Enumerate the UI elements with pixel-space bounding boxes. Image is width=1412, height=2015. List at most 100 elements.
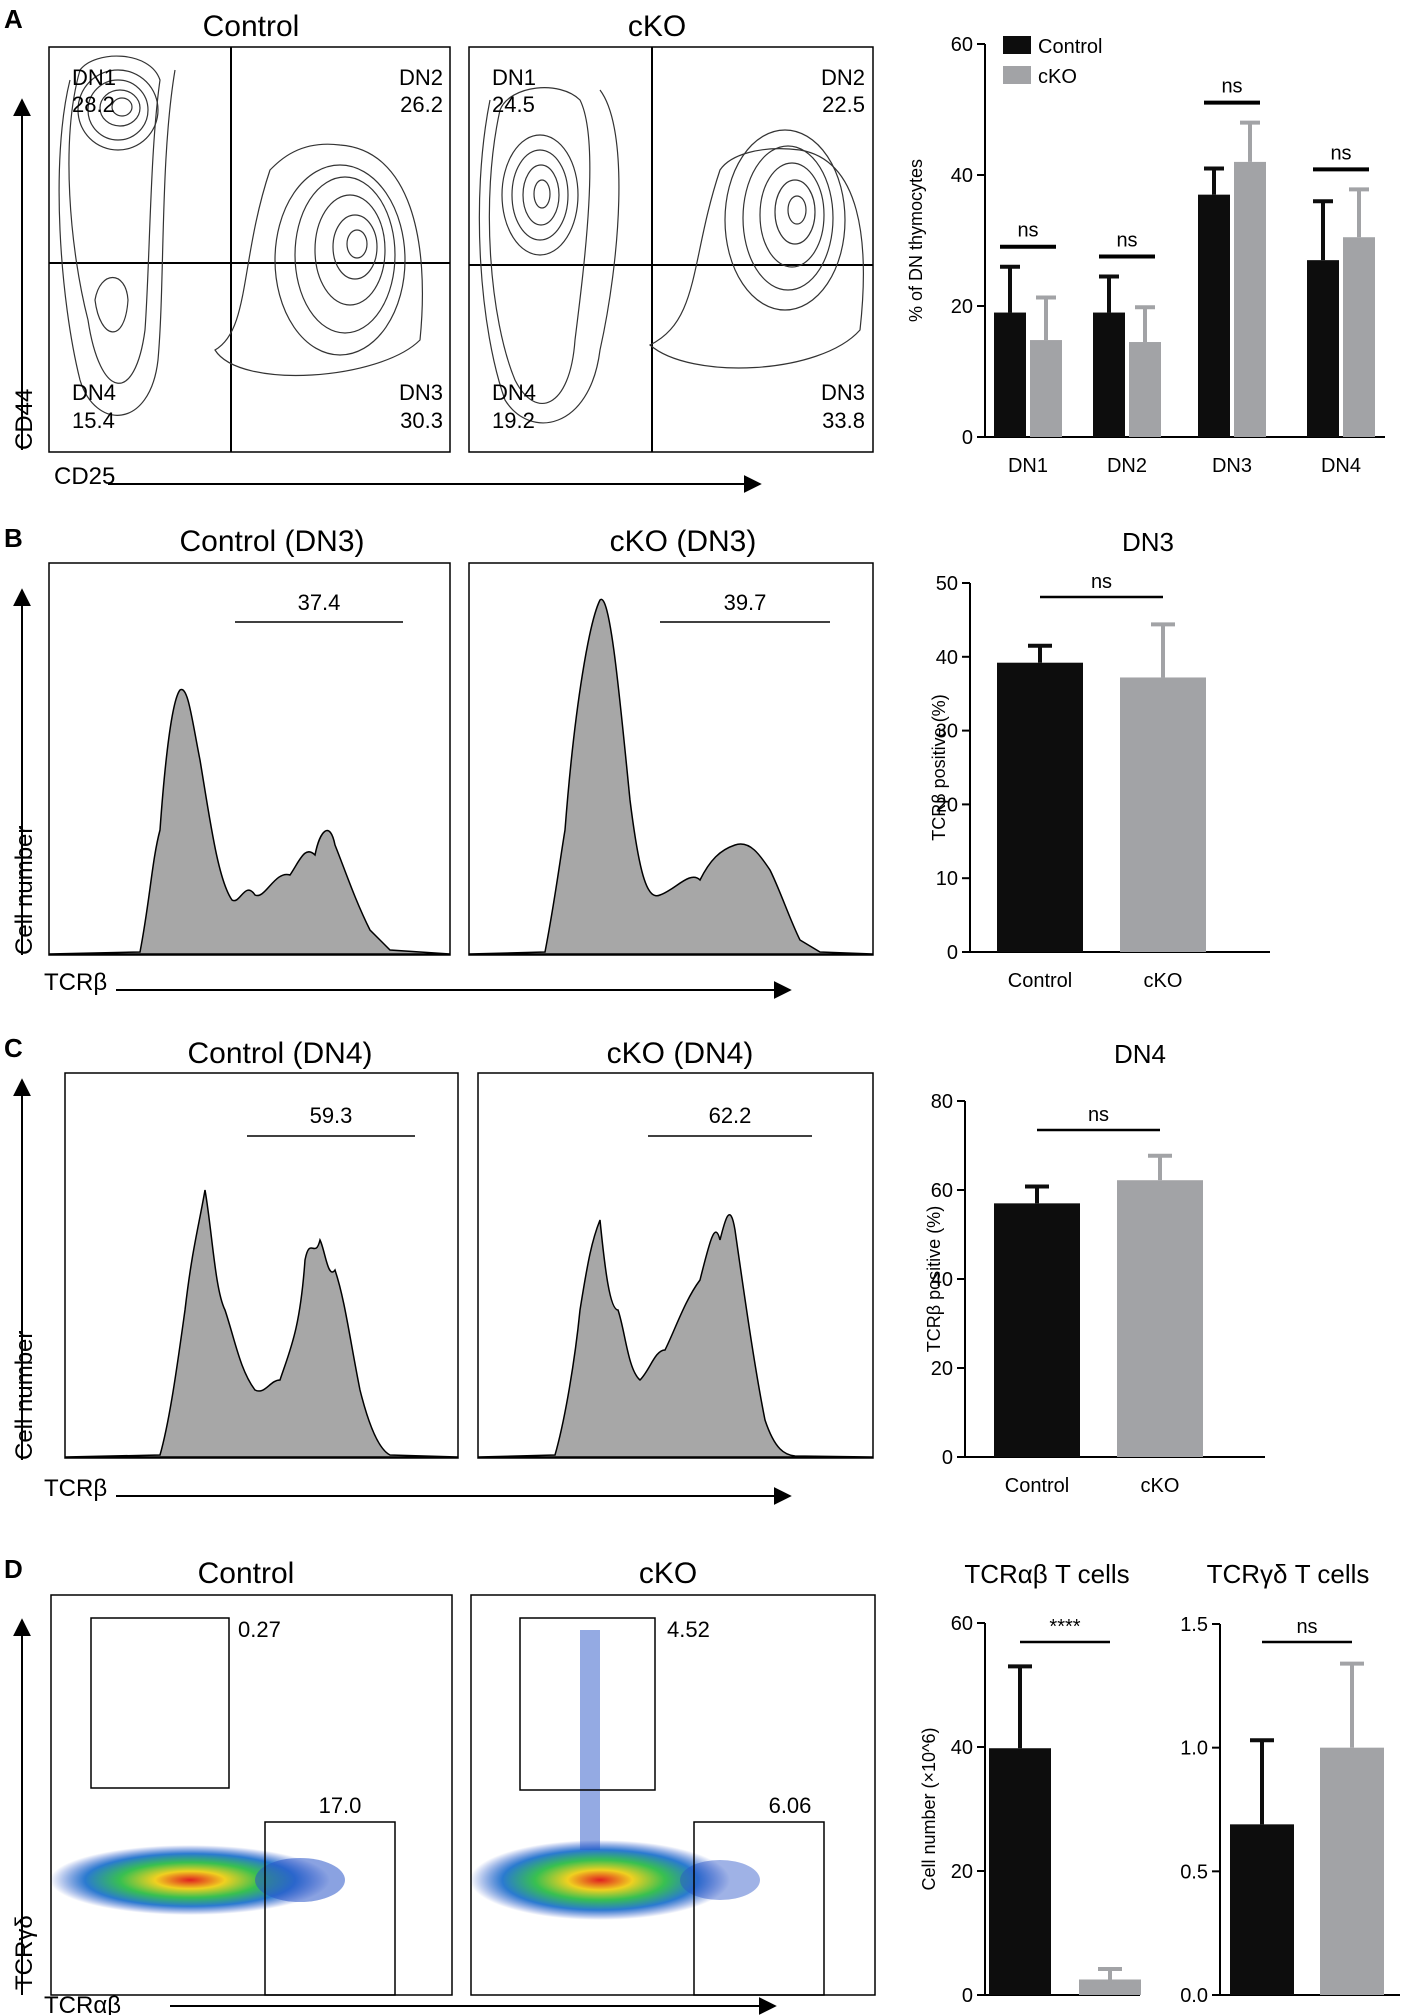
x-tick-label: cKO (1144, 970, 1183, 992)
chart-title: DN4 (1114, 1039, 1166, 1069)
bar-control (1198, 194, 1230, 437)
gate-value-tcrab: 17.0 (319, 1793, 362, 1818)
y-tick-label: 10 (936, 868, 958, 890)
panel-letter-b: B (4, 523, 23, 553)
bar-cko (1320, 1747, 1384, 1995)
quad-value: 30.3 (400, 408, 443, 433)
hist-title-cko: cKO (DN4) (607, 1037, 754, 1070)
y-tick-label: 20 (951, 1861, 973, 1883)
panel-c-hist: Control (DN4) cKO (DN4) 59.3 62.2 Cell n… (11, 1037, 874, 1505)
y-tick-label: 20 (936, 794, 958, 816)
y-tick-label: 1.0 (1180, 1738, 1208, 1760)
gate-value: 37.4 (298, 590, 341, 615)
quad-value: 24.5 (492, 92, 535, 117)
x-axis-label-tcrb: TCRβ (44, 1475, 107, 1502)
x-tick-label: Control (988, 2013, 1052, 2015)
legend-swatch-cko (1003, 66, 1031, 84)
y-axis-label: % of DN thymocytes (906, 159, 926, 322)
chart-title: DN3 (1122, 527, 1174, 557)
bar-control (997, 662, 1083, 952)
x-tick-label: cKO (1091, 2013, 1130, 2015)
significance-label: ns (1221, 76, 1242, 98)
y-axis-label: TCRβ positive (%) (924, 1206, 944, 1352)
bar-cko (1030, 340, 1062, 437)
bar-chart-tcrab: 0 20 40 60 Cell number (×10^6) TCRαβ T cells C… (919, 1559, 1141, 2015)
histogram-cko-dn3: 39.7 (468, 562, 874, 956)
bar-control (994, 312, 1026, 437)
y-axis-label-cell-number: Cell number (11, 1331, 38, 1460)
gate-value-tcrgd: 4.52 (667, 1617, 710, 1642)
contour-plot-control: DN1 28.2 DN2 26.2 DN4 15.4 DN3 30.3 (48, 46, 451, 453)
quad-value: 22.5 (822, 92, 865, 117)
y-tick-label: 50 (936, 573, 958, 595)
y-tick-label: 40 (951, 1737, 973, 1759)
chart-title: TCRαβ T cells (964, 1559, 1129, 1589)
x-axis-label-tcrab: TCRαβ (44, 1992, 121, 2015)
contour-plot-cko: DN1 24.5 DN2 22.5 DN4 19.2 DN3 33.8 (468, 46, 874, 453)
significance-label: ns (1088, 1104, 1109, 1126)
flow-title-control: Control (203, 10, 300, 43)
x-tick-label: Control (1005, 1475, 1069, 1497)
panel-letter-d: D (4, 1554, 23, 1584)
bar-cko (1120, 677, 1206, 952)
y-axis-label-cd44: CD44 (11, 389, 38, 450)
significance-label: ns (1091, 571, 1112, 593)
histogram-cko-dn4: 62.2 (477, 1072, 874, 1459)
bar-chart-dn4: 0 20 40 60 80 TCRβ positive (%) DN4 Control cKO n… (924, 1039, 1265, 1497)
y-tick-label: 60 (951, 1613, 973, 1635)
panel-d-flow: Control cKO 0.27 17.0 4.52 6.06 TCRγδ TC… (11, 1557, 876, 2015)
y-tick-label: 60 (951, 34, 973, 56)
quad-label: DN4 (492, 380, 536, 405)
y-tick-label: 1.5 (1180, 1614, 1208, 1636)
x-tick-label: DN3 (1212, 455, 1252, 477)
panel-letter-c: C (4, 1033, 23, 1063)
histogram-control-dn4: 59.3 (64, 1072, 459, 1459)
bar-control (989, 1748, 1051, 1995)
quad-label: DN1 (492, 65, 536, 90)
x-tick-label: cKO (1333, 2013, 1372, 2015)
quad-label: DN4 (72, 380, 116, 405)
dotplot-control: 0.27 17.0 (50, 1594, 453, 1996)
y-tick-label: 20 (931, 1358, 953, 1380)
panel-a-flow: Control cKO DN1 (11, 10, 874, 493)
y-tick-label: 0 (962, 1985, 973, 2007)
y-tick-label: 0 (962, 427, 973, 449)
quad-label: DN2 (399, 65, 443, 90)
x-axis-label-cd25: CD25 (54, 463, 115, 490)
y-tick-label: 20 (951, 296, 973, 318)
y-axis-label-cell-number: Cell number (11, 826, 38, 955)
y-tick-label: 0.5 (1180, 1861, 1208, 1883)
quad-value: 28.2 (72, 92, 115, 117)
histogram-control-dn3: 37.4 (48, 562, 451, 956)
y-tick-label: 80 (931, 1091, 953, 1113)
hist-title-control: Control (DN3) (179, 525, 364, 558)
flow-title-control: Control (198, 1557, 295, 1590)
hist-title-cko: cKO (DN3) (610, 525, 757, 558)
panel-b-hist: Control (DN3) cKO (DN3) 37.4 39.7 Cell n… (11, 525, 874, 999)
bar-chart-tcrgd: 0.0 0.5 1.0 1.5 TCRγδ T cells Control cKO ns (1180, 1559, 1400, 2015)
legend-label-cko: cKO (1038, 66, 1077, 88)
quad-label: DN3 (821, 380, 865, 405)
quad-value: 15.4 (72, 408, 115, 433)
panel-letter-a: A (4, 4, 23, 34)
x-tick-label: Control (1230, 2013, 1294, 2015)
bar-control (1230, 1824, 1294, 1995)
gate-value: 39.7 (724, 590, 767, 615)
quad-value: 33.8 (822, 408, 865, 433)
bar-control (994, 1203, 1080, 1457)
flow-title-cko: cKO (628, 10, 686, 43)
legend-label-control: Control (1038, 36, 1102, 58)
quad-label: DN2 (821, 65, 865, 90)
y-tick-label: 0 (947, 942, 958, 964)
hist-title-control: Control (DN4) (187, 1037, 372, 1070)
y-tick-label: 30 (936, 721, 958, 743)
y-tick-label: 40 (951, 165, 973, 187)
bar-cko (1343, 237, 1375, 437)
flow-title-cko: cKO (639, 1557, 697, 1590)
bar-chart-dn-subsets: Control cKO 0 20 40 60 % of DN thymocytes DN1… (906, 34, 1385, 477)
x-tick-label: Control (1008, 970, 1072, 992)
quad-value: 19.2 (492, 408, 535, 433)
y-axis-label: TCRβ positive (%) (929, 694, 949, 840)
bar-control (1093, 312, 1125, 437)
